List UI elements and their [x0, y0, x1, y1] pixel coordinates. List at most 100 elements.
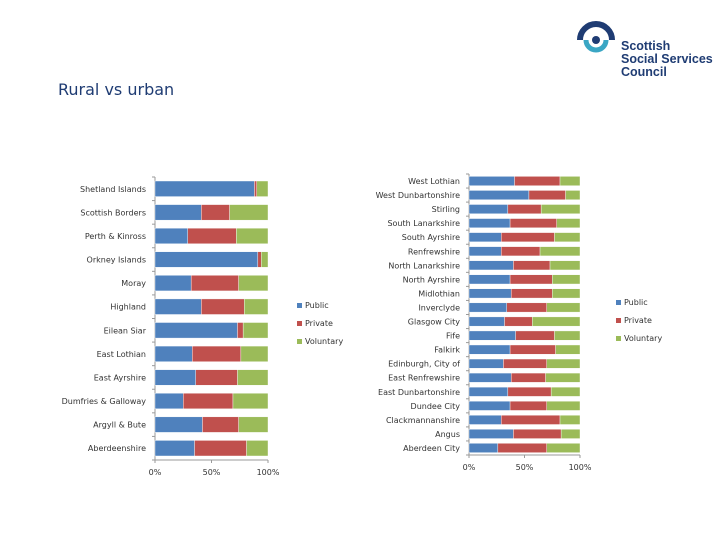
bar-segment-public [154, 251, 259, 268]
category-label: Stirling [432, 205, 460, 214]
logo-line-1: Scottish [621, 39, 671, 53]
legend-swatch-private [297, 321, 302, 326]
legend-label-public: Public [624, 298, 648, 307]
bar-segment-voluntary [236, 227, 269, 244]
bar-segment-voluntary [556, 218, 581, 229]
bar-segment-private [195, 369, 238, 386]
category-label: Scottish Borders [80, 208, 146, 217]
bar-segment-public [468, 330, 516, 341]
bar-segment-public [468, 316, 505, 327]
bar-segment-private [183, 393, 234, 410]
bar-segment-public [154, 204, 202, 221]
bar-segment-private [190, 275, 239, 292]
bar-segment-private [509, 274, 553, 285]
bar-segment-private [497, 443, 547, 453]
bar-segment-voluntary [237, 369, 269, 386]
bar-segment-public [468, 204, 509, 214]
bar-segment-voluntary [546, 358, 581, 369]
bar-segment-voluntary [560, 429, 581, 439]
bar-segment-private [202, 416, 239, 433]
bar-segment-private [509, 344, 556, 355]
bar-segment-public [468, 372, 512, 383]
legend-swatch-voluntary [297, 339, 302, 344]
bar-segment-private [509, 218, 557, 229]
bar-segment-private [254, 180, 257, 197]
bar-segment-public [154, 180, 255, 197]
bar-segment-private [515, 330, 555, 341]
sssc-logo: Scottish Social Services Council [574, 18, 713, 88]
category-label: Falkirk [434, 346, 460, 355]
bar-segment-voluntary [565, 190, 581, 200]
logo-line-2: Social Services [621, 52, 713, 66]
chart-rural: Shetland Islands Scottish Borders Perth & … [62, 176, 343, 477]
bar-segment-voluntary [552, 274, 581, 285]
bar-segment-private [192, 345, 242, 362]
category-label: Argyll & Bute [93, 421, 146, 430]
bar-segment-voluntary [232, 393, 269, 410]
bar-segment-public [468, 344, 511, 355]
bar-segment-voluntary [539, 246, 581, 257]
bar-segment-public [154, 416, 203, 433]
bar-segment-private [237, 322, 244, 339]
legend-label-private: Private [305, 319, 333, 328]
bar-segment-public [154, 345, 193, 362]
legend-swatch-public [297, 303, 302, 308]
legend-label-voluntary: Voluntary [305, 337, 343, 346]
bar-segment-public [468, 246, 502, 257]
bar-segment-voluntary [244, 298, 269, 315]
bar-segment-public [154, 322, 238, 339]
bar-segment-public [468, 400, 511, 411]
bar-segment-public [154, 369, 196, 386]
category-label: Glasgow City [408, 318, 460, 327]
category-label: Aberdeen City [403, 444, 460, 453]
logo-text: Scottish Social Services Council [621, 40, 713, 79]
bar-segment-private [500, 415, 561, 425]
sssc-logo-mark-icon [577, 21, 615, 53]
bar-segment-voluntary [532, 316, 581, 327]
bar-segment-voluntary [238, 275, 269, 292]
category-label: Midlothian [418, 289, 460, 298]
chart-urban: West Lothian West Dunbartonshire Stirling S… [376, 173, 662, 472]
legend-swatch-public [616, 300, 621, 305]
category-label: Highland [110, 303, 146, 312]
category-label: Dumfries & Galloway [62, 397, 147, 406]
bar-segment-voluntary [550, 386, 581, 397]
legend-label-public: Public [305, 301, 329, 310]
category-label: South Ayrshire [402, 233, 460, 242]
bar-segment-voluntary [545, 372, 581, 383]
category-label: East Renfrewshire [388, 374, 460, 383]
category-label: Clackmannanshire [386, 416, 460, 425]
bar-segment-public [468, 274, 511, 285]
bar-segment-public [468, 386, 509, 397]
bar-segment-private [514, 176, 561, 186]
category-label: East Ayrshire [94, 373, 146, 382]
bar-segment-voluntary [559, 176, 581, 186]
bar-segment-voluntary [540, 204, 581, 214]
bar-segment-public [468, 260, 514, 271]
category-label: Orkney Islands [87, 256, 146, 265]
logo-line-3: Council [621, 65, 667, 79]
category-label: West Dunbartonshire [376, 191, 460, 200]
category-label: Edinburgh, City of [388, 360, 460, 369]
legend-label-private: Private [624, 316, 652, 325]
category-label: North Lanarkshire [388, 261, 460, 270]
category-label: Inverclyde [418, 303, 460, 312]
bar-segment-voluntary [246, 440, 269, 457]
bar-segment-voluntary [546, 400, 581, 411]
bar-segment-public [468, 443, 499, 453]
bar-segment-public [468, 176, 515, 186]
bar-segment-voluntary [555, 344, 581, 355]
bar-segment-private [513, 429, 562, 439]
bar-segment-public [468, 358, 504, 369]
bar-segment-private [509, 400, 547, 411]
bar-segment-public [468, 190, 530, 200]
x-tick-label: 100% [569, 463, 592, 472]
x-tick-label: 100% [257, 468, 280, 477]
bar-segment-private [201, 298, 245, 315]
x-tick-label: 50% [203, 468, 221, 477]
bar-segment-public [154, 227, 188, 244]
bar-segment-private [257, 251, 262, 268]
bar-segment-voluntary [549, 260, 581, 271]
bar-segment-private [510, 288, 553, 299]
category-label: West Lothian [408, 177, 460, 186]
